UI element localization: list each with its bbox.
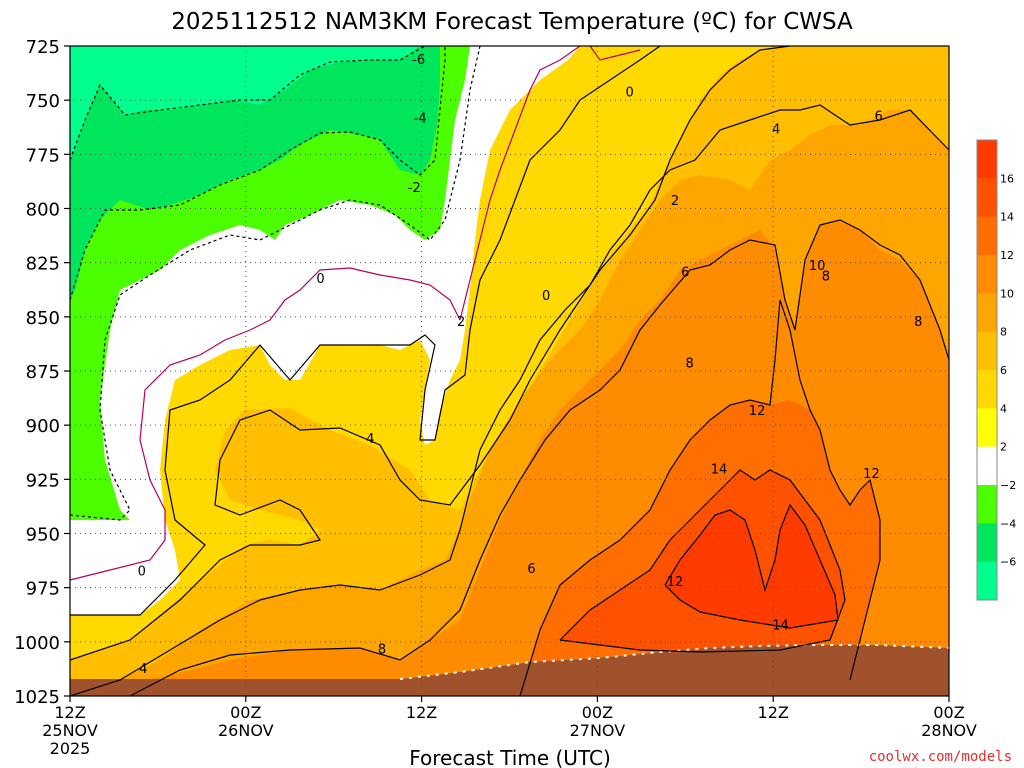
terrain [70, 645, 949, 696]
y-tick-label: 850 [26, 308, 60, 329]
x-tick-label: 27NOV [570, 721, 626, 740]
colorbar-tick-label: 4 [1000, 402, 1007, 415]
colorbar-tick-label: −2 [1000, 479, 1016, 492]
contour-label: -4 [414, 112, 427, 127]
contour-label: 2 [671, 194, 679, 209]
contour-14 [664, 503, 839, 629]
credit-text: coolwx.com/models [869, 749, 1012, 765]
contour-label: 0 [316, 272, 324, 287]
x-tick-label: 25NOV [42, 721, 98, 740]
y-tick-label: 750 [26, 91, 60, 112]
y-tick-label: 725 [26, 37, 60, 58]
contour-label: 8 [378, 642, 386, 657]
x-tick-label: 28NOV [921, 721, 977, 740]
x-tick-label: 00Z [230, 703, 261, 722]
chart-title: 2025112512 NAM3KM Forecast Temperature (… [171, 9, 853, 35]
contour-neg2 [69, 45, 481, 521]
contour-12 [559, 469, 846, 653]
contour-label: -6 [412, 53, 425, 68]
contour-lines [69, 45, 950, 697]
contour-10 [519, 299, 881, 697]
colorbar-tick-label: −4 [1000, 517, 1016, 530]
colorbar-tick-label: 6 [1000, 364, 1007, 377]
contour-label: 8 [914, 315, 922, 330]
y-tick-label: 875 [26, 362, 60, 383]
y-tick-label: 900 [26, 416, 60, 437]
colorbar-legend: 16 14 12 10 8 6 4 2 −2 −4 −6 [976, 139, 1016, 601]
colorbar-tick-label: 16 [1000, 172, 1014, 185]
contour-label: 12 [749, 404, 766, 419]
x-tick-label: 12Z [758, 703, 789, 722]
colorbar-swatch [977, 216, 997, 256]
band-neg8-neg6 [70, 46, 420, 160]
contour-label: 6 [875, 109, 883, 124]
x-tick-label: 00Z [933, 703, 964, 722]
x-tick-label: 00Z [582, 703, 613, 722]
contour-label: 0 [542, 289, 550, 304]
contour-2 [70, 45, 661, 616]
y-axis: 725 750 775 800 825 850 875 900 925 950 975 1000 102… [14, 37, 70, 708]
x-tick-label: 12Z [406, 703, 437, 722]
colorbar-swatch [977, 446, 997, 486]
colorbar-swatch [977, 293, 997, 333]
y-tick-label: 925 [26, 470, 60, 491]
colorbar-tick-label: 12 [1000, 249, 1014, 262]
x-tick-label: 2025 [50, 739, 91, 758]
contour-6 [69, 104, 950, 697]
grid-lines [70, 46, 949, 696]
x-tick-label: 12Z [54, 703, 85, 722]
colorbar-swatch [977, 485, 997, 524]
contour-label: 12 [667, 575, 684, 590]
contour-0-left [69, 267, 461, 581]
contour-label: 0 [625, 86, 633, 101]
y-tick-label: 1000 [14, 633, 60, 654]
colorbar-frame [976, 139, 998, 601]
y-tick-label: 975 [26, 579, 60, 600]
contour-label: -2 [408, 181, 421, 196]
contour-0-top [589, 45, 641, 61]
y-tick-label: 950 [26, 525, 60, 546]
colorbar-swatch [977, 370, 997, 409]
colorbar-swatch [977, 561, 997, 601]
contour-8 [129, 219, 950, 697]
colorbar-swatch [977, 140, 997, 179]
colorbar-tick-label: 2 [1000, 441, 1007, 454]
contour-label: 4 [139, 662, 147, 677]
contour-0-upper [459, 45, 581, 321]
colorbar-swatch [977, 255, 997, 294]
y-tick-label: 825 [26, 254, 60, 275]
colorbar-tick-label: −6 [1000, 556, 1016, 569]
y-tick-label: 775 [26, 145, 60, 166]
colorbar-swatch [977, 178, 997, 218]
contour-label: 8 [822, 270, 830, 285]
contour-label: 0 [138, 564, 146, 579]
contour-label: 4 [772, 122, 780, 137]
colorbar-swatch [977, 523, 997, 563]
contour-label: 6 [527, 562, 535, 577]
colorbar-swatch [977, 408, 997, 448]
y-tick-label: 800 [26, 200, 60, 221]
contour-label: 14 [772, 619, 789, 634]
contour-label: 2 [457, 315, 465, 330]
contour-label: 10 [809, 259, 826, 274]
contour-label: 12 [863, 467, 880, 482]
contour-label: 4 [366, 432, 374, 447]
colorbar-tick-label: 14 [1000, 211, 1014, 224]
colorbar-swatch [977, 331, 997, 371]
x-axis-label: Forecast Time (UTC) [409, 746, 611, 768]
contour-neg4 [69, 46, 446, 301]
contour-label: 14 [711, 463, 728, 478]
colorbar-tick-label: 10 [1000, 287, 1014, 300]
colorbar-tick-label: 8 [1000, 326, 1007, 339]
band-14-16 [665, 505, 838, 628]
y-tick-label: 1025 [14, 687, 60, 708]
contour-4 [69, 45, 791, 661]
x-tick-label: 26NOV [218, 721, 274, 740]
contour-label: 6 [681, 265, 689, 280]
contour-label: 8 [686, 356, 694, 371]
